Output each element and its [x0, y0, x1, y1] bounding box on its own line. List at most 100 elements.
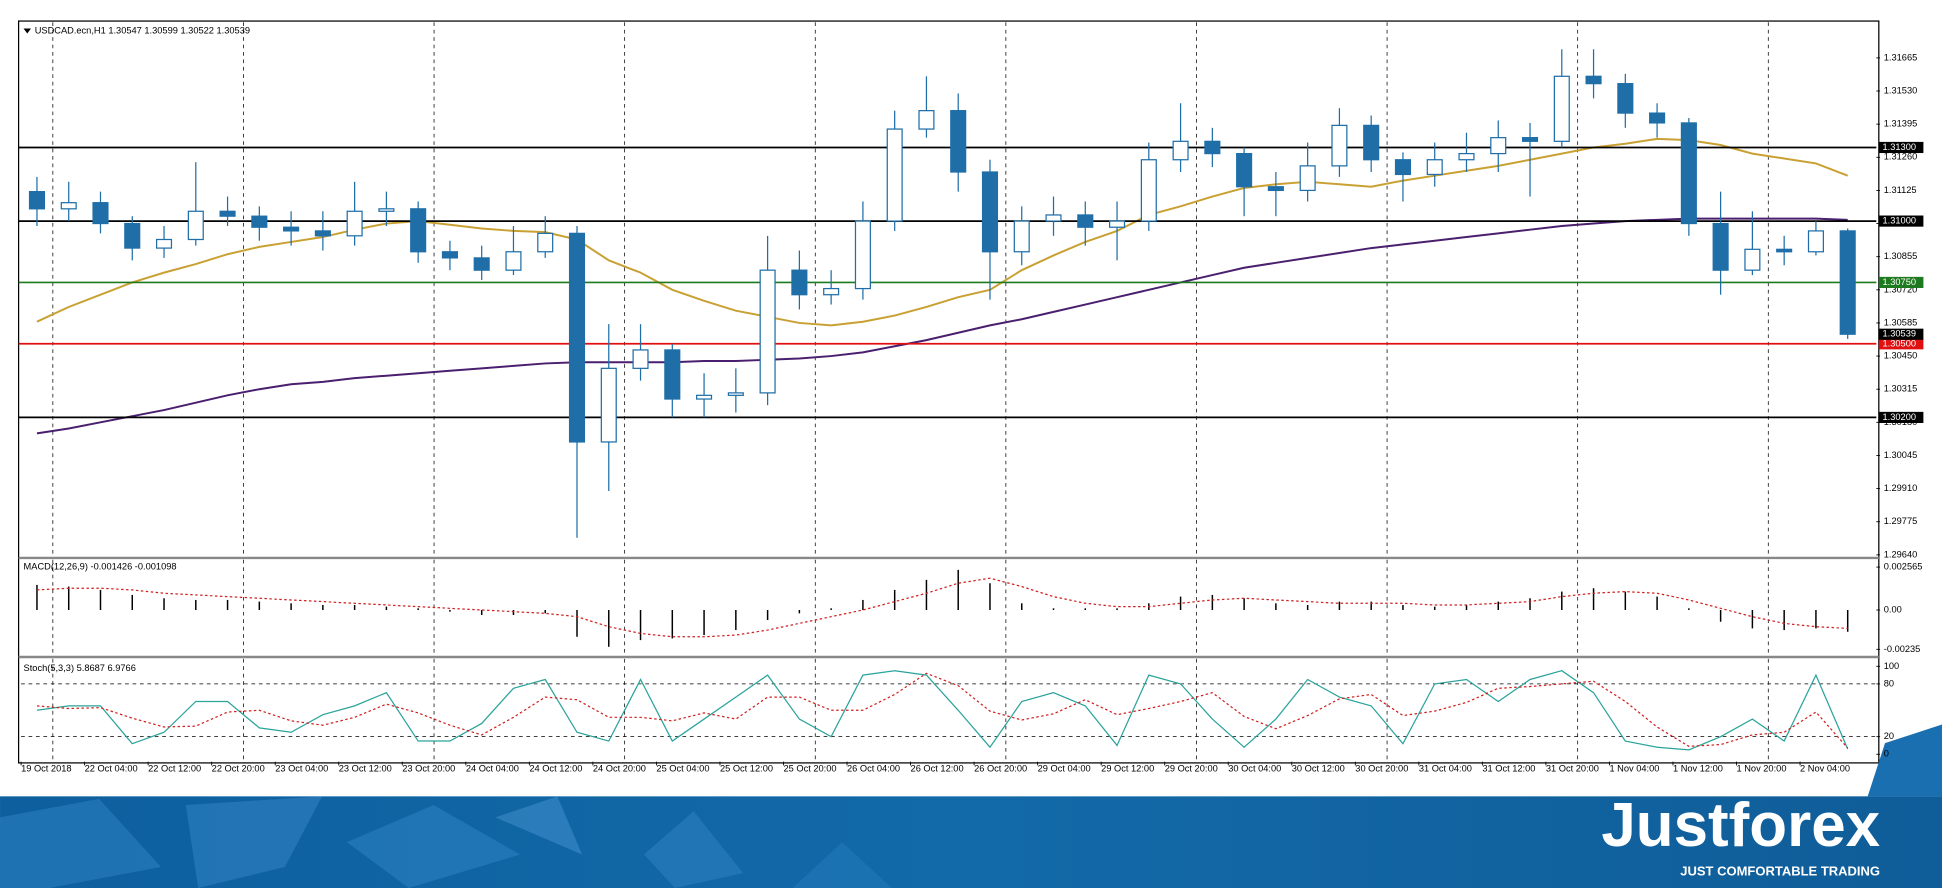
candle-body — [124, 222, 141, 249]
candle-body — [1680, 122, 1697, 225]
stoch-main — [36, 670, 1849, 751]
level-label-box — [1878, 215, 1924, 227]
candle-body — [1140, 159, 1157, 222]
candle-body — [727, 392, 744, 396]
y-tick-label: 1.29775 — [1884, 516, 1917, 526]
y-tick-label: 1.30855 — [1884, 251, 1917, 261]
x-tick-label: 29 Oct 20:00 — [1165, 764, 1218, 774]
x-tick-label: 30 Oct 12:00 — [1292, 764, 1345, 774]
x-tick-label: 23 Oct 12:00 — [339, 764, 392, 774]
candle-body — [886, 128, 903, 222]
y-tick-label: 80 — [1884, 678, 1894, 688]
candle-body — [950, 110, 967, 173]
banner-shape — [185, 796, 323, 888]
candle-body — [1585, 75, 1602, 85]
x-tick-label: 22 Oct 04:00 — [85, 764, 138, 774]
candle-body — [918, 110, 935, 130]
x-tick-label: 1 Nov 12:00 — [1673, 764, 1723, 774]
y-tick-label: -0.00235 — [1884, 644, 1921, 654]
candle-body — [1267, 186, 1284, 192]
candle-body — [1172, 140, 1189, 161]
brand-tagline: JUST COMFORTABLE TRADING — [1680, 863, 1880, 878]
x-tick-label: 26 Oct 20:00 — [974, 764, 1027, 774]
candle-body — [314, 230, 331, 237]
candle-body — [791, 269, 808, 296]
y-tick-label: 1.30720 — [1884, 284, 1917, 294]
candle-body — [1045, 214, 1062, 222]
candle-body — [1204, 140, 1221, 155]
x-tick-label: 2 Nov 04:00 — [1800, 764, 1850, 774]
candle-body — [251, 215, 268, 228]
level-label-box — [1878, 411, 1924, 424]
banner-shape — [644, 811, 744, 888]
candle-body — [1744, 248, 1761, 271]
candle-body — [505, 251, 522, 271]
x-tick-label: 1 Nov 04:00 — [1609, 764, 1659, 774]
candle-body — [664, 349, 681, 400]
candle-body — [1807, 230, 1824, 253]
candle-body — [600, 367, 617, 443]
x-tick-label: 31 Oct 20:00 — [1546, 764, 1599, 774]
x-tick-label: 23 Oct 20:00 — [402, 764, 455, 774]
candle-body — [568, 232, 586, 443]
candle-body — [1490, 137, 1507, 155]
stoch-signal — [36, 672, 1849, 749]
panel-title: Stoch(5,3,3) 5.8687 6.9766 — [24, 663, 136, 673]
macd-signal — [36, 577, 1848, 638]
y-tick-label: 0 — [1884, 749, 1889, 759]
candle-body — [696, 394, 713, 400]
brand-logo: Justforex — [1601, 791, 1880, 860]
moving-average — [36, 217, 1848, 435]
y-tick-label: 1.29910 — [1884, 483, 1917, 493]
candle-body — [1363, 124, 1380, 161]
candle-body — [219, 210, 236, 217]
x-tick-label: 29 Oct 04:00 — [1038, 764, 1091, 774]
candle-body — [1108, 220, 1126, 228]
level-label: 1.30200 — [1883, 412, 1917, 422]
candle-body — [410, 208, 427, 253]
x-tick-label: 24 Oct 20:00 — [593, 764, 646, 774]
candle-body — [473, 257, 490, 271]
candle-body — [1712, 222, 1729, 271]
candle-body — [632, 349, 649, 369]
candle-body — [1426, 159, 1443, 176]
candle-body — [823, 287, 840, 296]
candle-body — [1013, 220, 1030, 253]
candle-body — [28, 191, 46, 210]
level-label: 1.31300 — [1883, 142, 1917, 152]
y-tick-label: 1.30315 — [1884, 384, 1917, 394]
banner-shape — [792, 842, 892, 888]
y-tick-label: 1.31125 — [1884, 185, 1917, 195]
x-tick-label: 31 Oct 12:00 — [1482, 764, 1535, 774]
candle-body — [537, 232, 554, 253]
y-tick-label: 1.30585 — [1884, 317, 1917, 327]
candle-body — [1394, 159, 1412, 176]
x-tick-label: 22 Oct 20:00 — [212, 764, 265, 774]
candle-body — [1553, 75, 1570, 142]
x-tick-label: 23 Oct 04:00 — [275, 764, 328, 774]
y-tick-label: 1.31395 — [1884, 119, 1917, 129]
level-label: 1.30750 — [1883, 277, 1917, 287]
x-tick-label: 24 Oct 12:00 — [529, 764, 582, 774]
last-price-box — [1878, 328, 1924, 340]
candle-body — [187, 210, 204, 241]
x-tick-label: 31 Oct 04:00 — [1419, 764, 1472, 774]
level-label: 1.30500 — [1883, 338, 1917, 348]
x-tick-label: 25 Oct 20:00 — [783, 764, 836, 774]
x-tick-label: 29 Oct 12:00 — [1101, 764, 1154, 774]
candle-body — [1236, 152, 1253, 188]
last-price-label: 1.30539 — [1883, 329, 1917, 339]
y-tick-label: 1.30450 — [1884, 351, 1917, 361]
x-tick-label: 26 Oct 04:00 — [847, 764, 900, 774]
candle-body — [1776, 248, 1793, 253]
banner-shape — [346, 805, 521, 888]
title-arrow — [23, 28, 31, 34]
banner — [0, 796, 1942, 888]
x-tick-label: 22 Oct 12:00 — [148, 764, 201, 774]
candle-body — [854, 220, 871, 290]
chart-title: USDCAD.ecn,H1 1.30547 1.30599 1.30522 1.… — [35, 25, 250, 35]
x-tick-label: 30 Oct 04:00 — [1228, 764, 1281, 774]
